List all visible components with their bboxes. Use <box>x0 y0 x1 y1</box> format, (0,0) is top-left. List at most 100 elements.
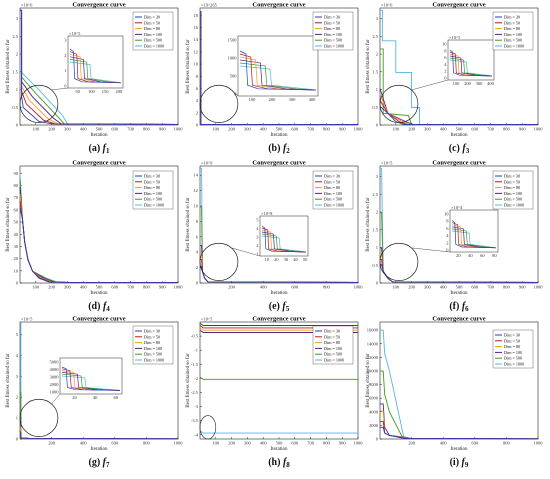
x-tick-label: 500 <box>276 441 284 446</box>
zoom-ellipse <box>379 84 419 124</box>
y-multiplier: ×10^5 <box>381 161 393 166</box>
y-tick-label: 0 <box>196 123 199 128</box>
x-axis-label: Iteration <box>91 447 108 452</box>
y-tick-label: 0 <box>16 123 19 128</box>
y-axis-label: Best fitness obtained so far <box>366 353 371 407</box>
y-tick-label: 12000 <box>367 355 379 360</box>
x-tick-label: 400 <box>260 285 268 290</box>
inset-series-line <box>261 225 307 253</box>
inset-x-tick-label: 60 <box>480 253 485 258</box>
zoom-ellipse <box>199 84 239 124</box>
x-tick-label: 200 <box>228 441 236 446</box>
legend-label: Dim = 1000 <box>324 358 344 363</box>
legend-label: Dim = 80 <box>144 340 160 345</box>
y-tick-label: 10 <box>194 62 199 67</box>
y-tick-label: 16000 <box>367 328 379 333</box>
legend-label: Dim = 50 <box>504 338 520 343</box>
x-tick-label: 300 <box>244 127 252 132</box>
legend-label: Dim = 80 <box>504 26 520 31</box>
y-tick-label: 2 <box>196 110 198 115</box>
inset-y-tick-label: 2 <box>444 69 446 74</box>
inset-y-tick-label: 1000 <box>50 390 60 395</box>
x-axis-label: Iteration <box>451 133 468 138</box>
y-tick-label: 14000 <box>367 341 379 346</box>
inset-zoom: ×10^5 100 200 300 400 108 6 4 2 0 <box>442 35 495 86</box>
panel-caption: (h) f8 <box>268 457 290 469</box>
y-tick-label: 2.5 <box>12 34 18 39</box>
inset-x-tick-label: 10 <box>264 257 269 262</box>
legend-label: Dim = 1000 <box>324 203 344 208</box>
x-tick-label: 900 <box>519 285 527 290</box>
series-line <box>199 322 358 326</box>
legend-label: Dim = 30 <box>324 174 340 179</box>
inset-multiplier: ×10^8 <box>261 211 273 216</box>
x-axis-label: Iteration <box>91 291 108 296</box>
panel-caption: (c) f3 <box>449 143 470 155</box>
zoom-ellipse <box>19 84 59 124</box>
x-tick-label: 900 <box>159 127 167 132</box>
legend-box <box>312 325 354 365</box>
series-line <box>199 327 358 331</box>
x-axis-label: Iteration <box>271 447 288 452</box>
inset-y-tick-label: 2000 <box>50 382 60 387</box>
x-tick-label: 700 <box>127 285 135 290</box>
zoom-ellipse <box>199 242 239 282</box>
y-tick-label: 2.5 <box>372 34 378 39</box>
inset-x-tick-label: 80 <box>492 253 497 258</box>
inset-zoom: ×10^8 10 20 30 40 50 5 4 3 2 1 <box>256 211 309 262</box>
legend-label: Dim = 50 <box>144 20 160 25</box>
y-tick-label: 2 <box>196 265 198 270</box>
x-tick-label: 1000 <box>534 441 544 446</box>
zoom-ellipse <box>199 415 217 440</box>
legend-label: Dim = 500 <box>324 38 342 43</box>
x-tick-label: 700 <box>307 127 315 132</box>
zoom-connector <box>231 247 261 257</box>
legend-label: Dim = 80 <box>324 26 340 31</box>
x-tick-label: 800 <box>143 441 151 446</box>
x-tick-label: 700 <box>487 127 495 132</box>
inset-series-line <box>61 366 121 391</box>
legend-label: Dim = 30 <box>504 333 520 338</box>
x-axis-label: Iteration <box>91 133 108 138</box>
legend-label: Dim = 30 <box>324 329 340 334</box>
zoom-ellipse <box>379 242 419 282</box>
y-tick-label: 1.5 <box>372 69 378 74</box>
x-tick-label: 1000 <box>534 127 544 132</box>
legend-label: Dim = 1000 <box>324 44 344 49</box>
x-tick-label: 500 <box>96 127 104 132</box>
legend-box <box>312 11 354 51</box>
y-tick-label: 2.5 <box>372 192 378 197</box>
x-tick-label: 100 <box>392 127 400 132</box>
x-tick-label: 200 <box>408 441 416 446</box>
x-tick-label: 200 <box>48 127 56 132</box>
x-tick-label: 300 <box>424 285 432 290</box>
y-multiplier: ×10^5 <box>201 317 213 322</box>
y-multiplier: ×10^9 <box>201 161 213 166</box>
panel-caption: (g) f7 <box>88 457 110 469</box>
legend-box <box>492 329 534 369</box>
y-tick-label: 2 <box>376 210 378 215</box>
y-multiplier: ×10^265 <box>201 3 218 8</box>
inset-y-tick-label: 6 <box>446 226 449 231</box>
x-tick-label: 200 <box>48 285 56 290</box>
inset-y-tick-label: 1000 <box>228 56 238 61</box>
panel-f2: Convergence curve Best fitness obtained s… <box>186 2 363 156</box>
x-tick-label: 1000 <box>354 285 364 290</box>
legend-label: Dim = 100 <box>144 32 162 37</box>
y-axis-label: Best fitness obtained so far <box>186 39 191 93</box>
y-tick-label: 0 <box>16 437 19 442</box>
x-tick-label: 100 <box>392 285 400 290</box>
panel-caption: (f) f6 <box>449 301 469 313</box>
x-tick-label: 600 <box>291 127 299 132</box>
y-tick-label: 6000 <box>369 396 379 401</box>
y-tick-label: -4 <box>194 432 198 437</box>
y-tick-label: 1 <box>376 87 378 92</box>
legend-label: Dim = 30 <box>144 174 160 179</box>
legend-label: Dim = 80 <box>144 185 160 190</box>
legend-box <box>132 11 174 51</box>
series-line <box>199 430 358 434</box>
x-tick-label: 100 <box>32 127 40 132</box>
